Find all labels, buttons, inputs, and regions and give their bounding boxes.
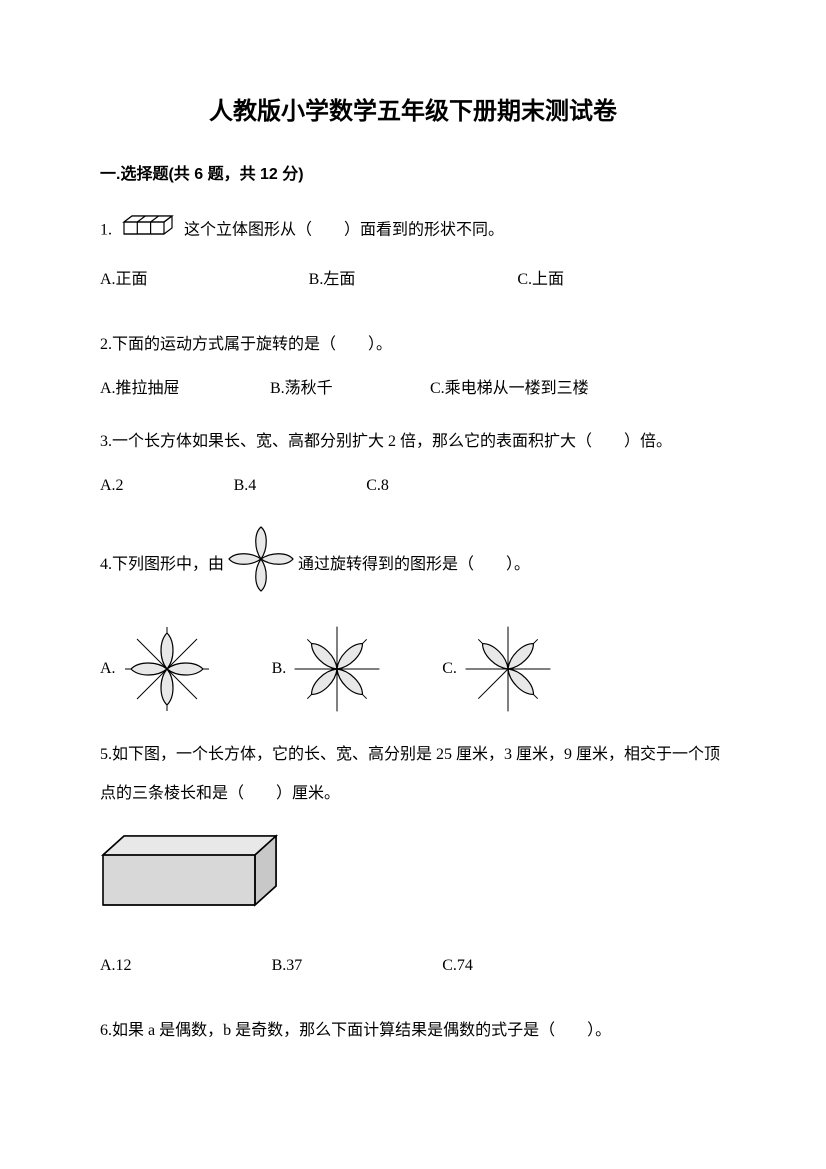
q2-opt-a: A.推拉抽屉 — [100, 375, 270, 404]
flower-c-icon — [463, 624, 553, 714]
q3-text: 3.一个长方体如果长、宽、高都分别扩大 2 倍，那么它的表面积扩大（ ）倍。 — [100, 426, 726, 458]
q4-opt-a-label: A. — [100, 655, 116, 684]
q1-opt-a: A.正面 — [100, 266, 309, 295]
q5-text: 5.如下图，一个长方体，它的长、宽、高分别是 25 厘米，3 厘米，9 厘米，相… — [100, 736, 726, 813]
q2-opt-b: B.荡秋千 — [270, 375, 430, 404]
question-6: 6.如果 a 是偶数，b 是奇数，那么下面计算结果是偶数的式子是（ ）。 — [100, 1015, 726, 1047]
q2-options: A.推拉抽屉 B.荡秋千 C.乘电梯从一楼到三楼 — [100, 375, 726, 404]
question-4: 4.下列图形中，由 通过旋转得到的图形是（ ）。 A. — [100, 522, 726, 714]
flower-b-icon — [292, 624, 382, 714]
question-5: 5.如下图，一个长方体，它的长、宽、高分别是 25 厘米，3 厘米，9 厘米，相… — [100, 736, 726, 980]
flower-a-icon — [122, 624, 212, 714]
question-1: 1. 这个立体图形从（ ）面看到的形状不同。 A.正面 B.左面 C.上面 — [100, 210, 726, 295]
q1-num: 1. — [100, 222, 112, 239]
q4-opt-a: A. — [100, 624, 212, 714]
q1-options: A.正面 B.左面 C.上面 — [100, 266, 726, 295]
q1-opt-c: C.上面 — [517, 266, 726, 295]
q4-opt-c: C. — [442, 624, 553, 714]
q4-opt-b: B. — [272, 624, 383, 714]
question-2: 2.下面的运动方式属于旋转的是（ ）。 A.推拉抽屉 B.荡秋千 C.乘电梯从一… — [100, 329, 726, 404]
q3-opt-a: A.2 — [100, 472, 124, 501]
section-header: 一.选择题(共 6 题，共 12 分) — [100, 161, 726, 190]
q4-opt-c-label: C. — [442, 655, 457, 684]
q2-opt-c: C.乘电梯从一楼到三楼 — [430, 375, 589, 404]
q4-options: A. B. — [100, 624, 726, 714]
q6-text: 6.如果 a 是偶数，b 是奇数，那么下面计算结果是偶数的式子是（ ）。 — [100, 1015, 726, 1047]
q5-opt-c: C.74 — [442, 952, 473, 981]
q1-text: 这个立体图形从（ ）面看到的形状不同。 — [184, 222, 504, 239]
q3-options: A.2 B.4 C.8 — [100, 472, 726, 501]
q4-text-after: 通过旋转得到的图形是（ ）。 — [298, 549, 530, 581]
q5-options: A.12 B.37 C.74 — [100, 952, 726, 981]
cubes-icon — [120, 210, 176, 252]
question-3: 3.一个长方体如果长、宽、高都分别扩大 2 倍，那么它的表面积扩大（ ）倍。 A… — [100, 426, 726, 501]
q4-opt-b-label: B. — [272, 655, 287, 684]
flower-stem-icon — [224, 522, 298, 608]
page-title: 人教版小学数学五年级下册期末测试卷 — [100, 90, 726, 133]
q5-opt-a: A.12 — [100, 952, 132, 981]
q2-text: 2.下面的运动方式属于旋转的是（ ）。 — [100, 329, 726, 361]
q3-opt-c: C.8 — [366, 472, 389, 501]
q3-opt-b: B.4 — [234, 472, 257, 501]
cuboid-icon — [100, 833, 726, 922]
q5-opt-b: B.37 — [272, 952, 303, 981]
q1-opt-b: B.左面 — [309, 266, 518, 295]
q4-text-before: 4.下列图形中，由 — [100, 549, 224, 581]
